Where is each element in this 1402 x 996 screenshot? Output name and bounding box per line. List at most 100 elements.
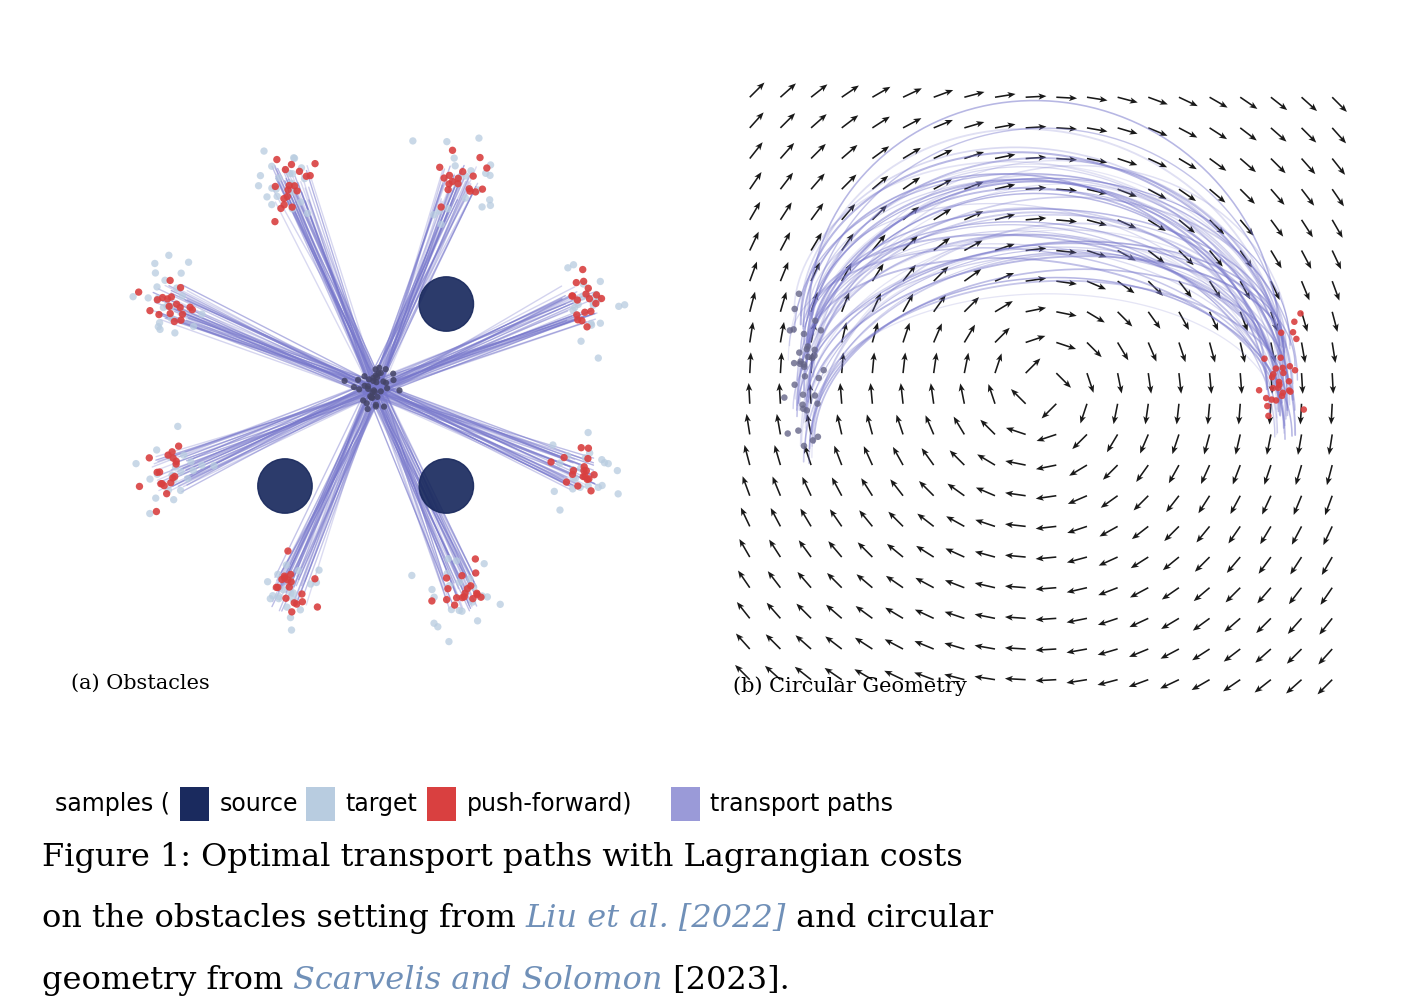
- Point: [586, 289, 608, 305]
- Point: [401, 132, 423, 148]
- Point: [472, 556, 495, 572]
- Point: [1277, 382, 1300, 398]
- Point: [442, 173, 464, 189]
- Point: [261, 158, 283, 174]
- Point: [167, 438, 189, 454]
- Point: [146, 504, 168, 520]
- Point: [784, 376, 806, 392]
- Point: [268, 170, 290, 186]
- Point: [463, 580, 485, 596]
- Point: [464, 565, 486, 581]
- Point: [1286, 331, 1308, 347]
- Point: [179, 300, 202, 316]
- Point: [182, 319, 205, 335]
- Point: [580, 316, 603, 332]
- Point: [151, 290, 174, 306]
- Point: [1281, 325, 1304, 341]
- Point: [576, 424, 599, 440]
- Point: [580, 483, 603, 499]
- Point: [569, 479, 592, 495]
- Point: [266, 188, 289, 204]
- Point: [160, 289, 182, 305]
- Point: [366, 370, 388, 385]
- Point: [158, 299, 181, 315]
- Point: [160, 299, 182, 315]
- Point: [440, 602, 463, 618]
- Point: [275, 591, 297, 607]
- Point: [1283, 314, 1305, 330]
- Point: [569, 460, 592, 476]
- Point: [282, 149, 304, 165]
- Point: [353, 377, 376, 393]
- Point: [376, 380, 398, 396]
- Text: Scarvelis and Solomon: Scarvelis and Solomon: [293, 965, 663, 996]
- Point: [265, 580, 287, 596]
- Point: [475, 160, 498, 176]
- Point: [144, 265, 167, 281]
- Point: [276, 188, 299, 204]
- Point: [273, 197, 296, 213]
- Point: [564, 470, 586, 486]
- Point: [607, 299, 629, 315]
- Point: [573, 459, 596, 475]
- Point: [579, 304, 601, 320]
- Point: [247, 177, 269, 193]
- Point: [280, 175, 303, 191]
- Point: [562, 257, 585, 273]
- Point: [808, 371, 830, 386]
- Point: [573, 463, 596, 479]
- Point: [156, 486, 178, 502]
- Point: [154, 272, 177, 288]
- Point: [293, 170, 315, 186]
- Text: (b) Circular Geometry: (b) Circular Geometry: [733, 676, 967, 696]
- Point: [360, 389, 383, 405]
- Point: [374, 374, 397, 390]
- Point: [461, 595, 484, 611]
- Point: [426, 619, 449, 634]
- Point: [1270, 325, 1293, 341]
- Point: [165, 456, 188, 472]
- Point: [465, 587, 488, 603]
- Point: [573, 468, 596, 484]
- Text: [2023].: [2023].: [663, 965, 789, 996]
- Point: [275, 557, 297, 573]
- Point: [576, 288, 599, 304]
- Point: [1260, 391, 1283, 407]
- Point: [782, 322, 805, 338]
- Point: [784, 301, 806, 317]
- Point: [151, 476, 174, 492]
- Point: [128, 284, 150, 300]
- Point: [569, 334, 592, 350]
- Point: [163, 492, 185, 508]
- Point: [421, 582, 443, 598]
- Point: [373, 398, 395, 414]
- Point: [1272, 365, 1294, 380]
- Point: [358, 372, 380, 387]
- Point: [590, 291, 613, 307]
- Point: [590, 477, 613, 493]
- Point: [564, 300, 586, 316]
- Text: Figure 1: Optimal transport paths with Lagrangian costs: Figure 1: Optimal transport paths with L…: [42, 842, 963, 872]
- Point: [272, 190, 294, 206]
- Point: [191, 457, 213, 473]
- Circle shape: [419, 459, 474, 513]
- Point: [292, 594, 314, 610]
- Point: [356, 401, 379, 417]
- Point: [454, 168, 477, 184]
- Text: push-forward): push-forward): [467, 792, 632, 817]
- Point: [171, 307, 193, 323]
- Point: [356, 395, 379, 411]
- Point: [423, 590, 446, 606]
- Point: [572, 276, 594, 292]
- Point: [125, 455, 147, 471]
- Point: [566, 478, 589, 494]
- Point: [437, 176, 460, 192]
- Point: [436, 201, 458, 217]
- Point: [1256, 398, 1279, 414]
- Point: [566, 292, 589, 308]
- Point: [607, 486, 629, 502]
- Point: [467, 613, 489, 628]
- Circle shape: [258, 459, 313, 513]
- Point: [170, 464, 192, 480]
- Point: [156, 298, 178, 314]
